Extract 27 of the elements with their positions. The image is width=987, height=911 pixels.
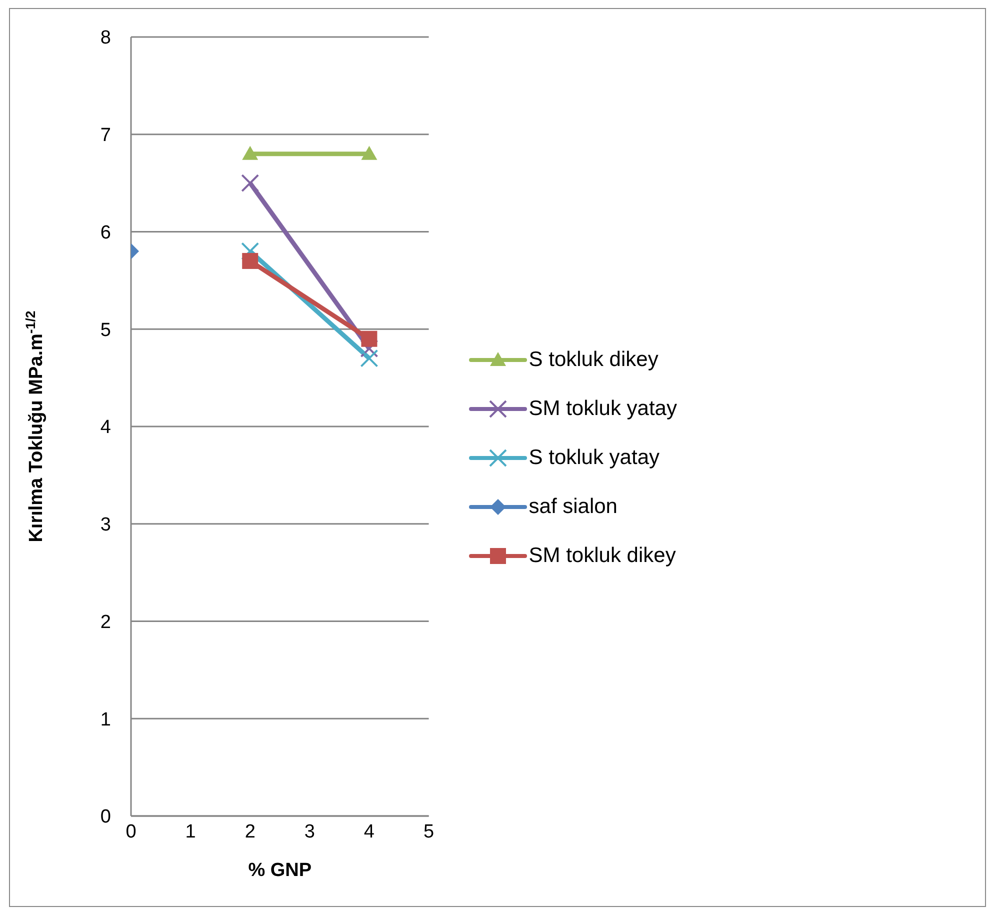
y-tick-label: 1: [100, 709, 111, 730]
point: [360, 340, 378, 358]
legend-label: SM tokluk dikey: [528, 544, 676, 568]
point: [241, 242, 260, 260]
x-tick-label: 3: [304, 821, 315, 842]
y-tick-label: 8: [100, 28, 111, 49]
y-tick-label: 6: [100, 222, 111, 244]
legend-label: saf sialon: [528, 494, 618, 518]
y-tick-label: 0: [100, 806, 111, 828]
legend-label: S tokluk yatay: [528, 446, 660, 470]
legend-label: S tokluk dikey: [528, 348, 658, 372]
y-tick-label: 3: [100, 514, 111, 536]
point: [242, 252, 258, 269]
y-tick-label: 4: [100, 417, 112, 438]
y-tick-label: 7: [100, 125, 111, 146]
x-tick-label: 2: [244, 821, 256, 842]
point: [361, 330, 378, 347]
point: [360, 349, 378, 368]
y-tick-label: 5: [100, 320, 111, 341]
x-tick-label: 5: [423, 821, 434, 842]
x-tick-label: 1: [185, 821, 196, 842]
legend-label: SM tokluk yatay: [528, 396, 677, 420]
y-tick-label: 2: [100, 612, 111, 633]
point: [241, 174, 260, 192]
x-axis-title: % GNP: [248, 860, 312, 881]
x-tick-label: 4: [364, 821, 375, 842]
x-tick-label: 0: [126, 821, 136, 842]
